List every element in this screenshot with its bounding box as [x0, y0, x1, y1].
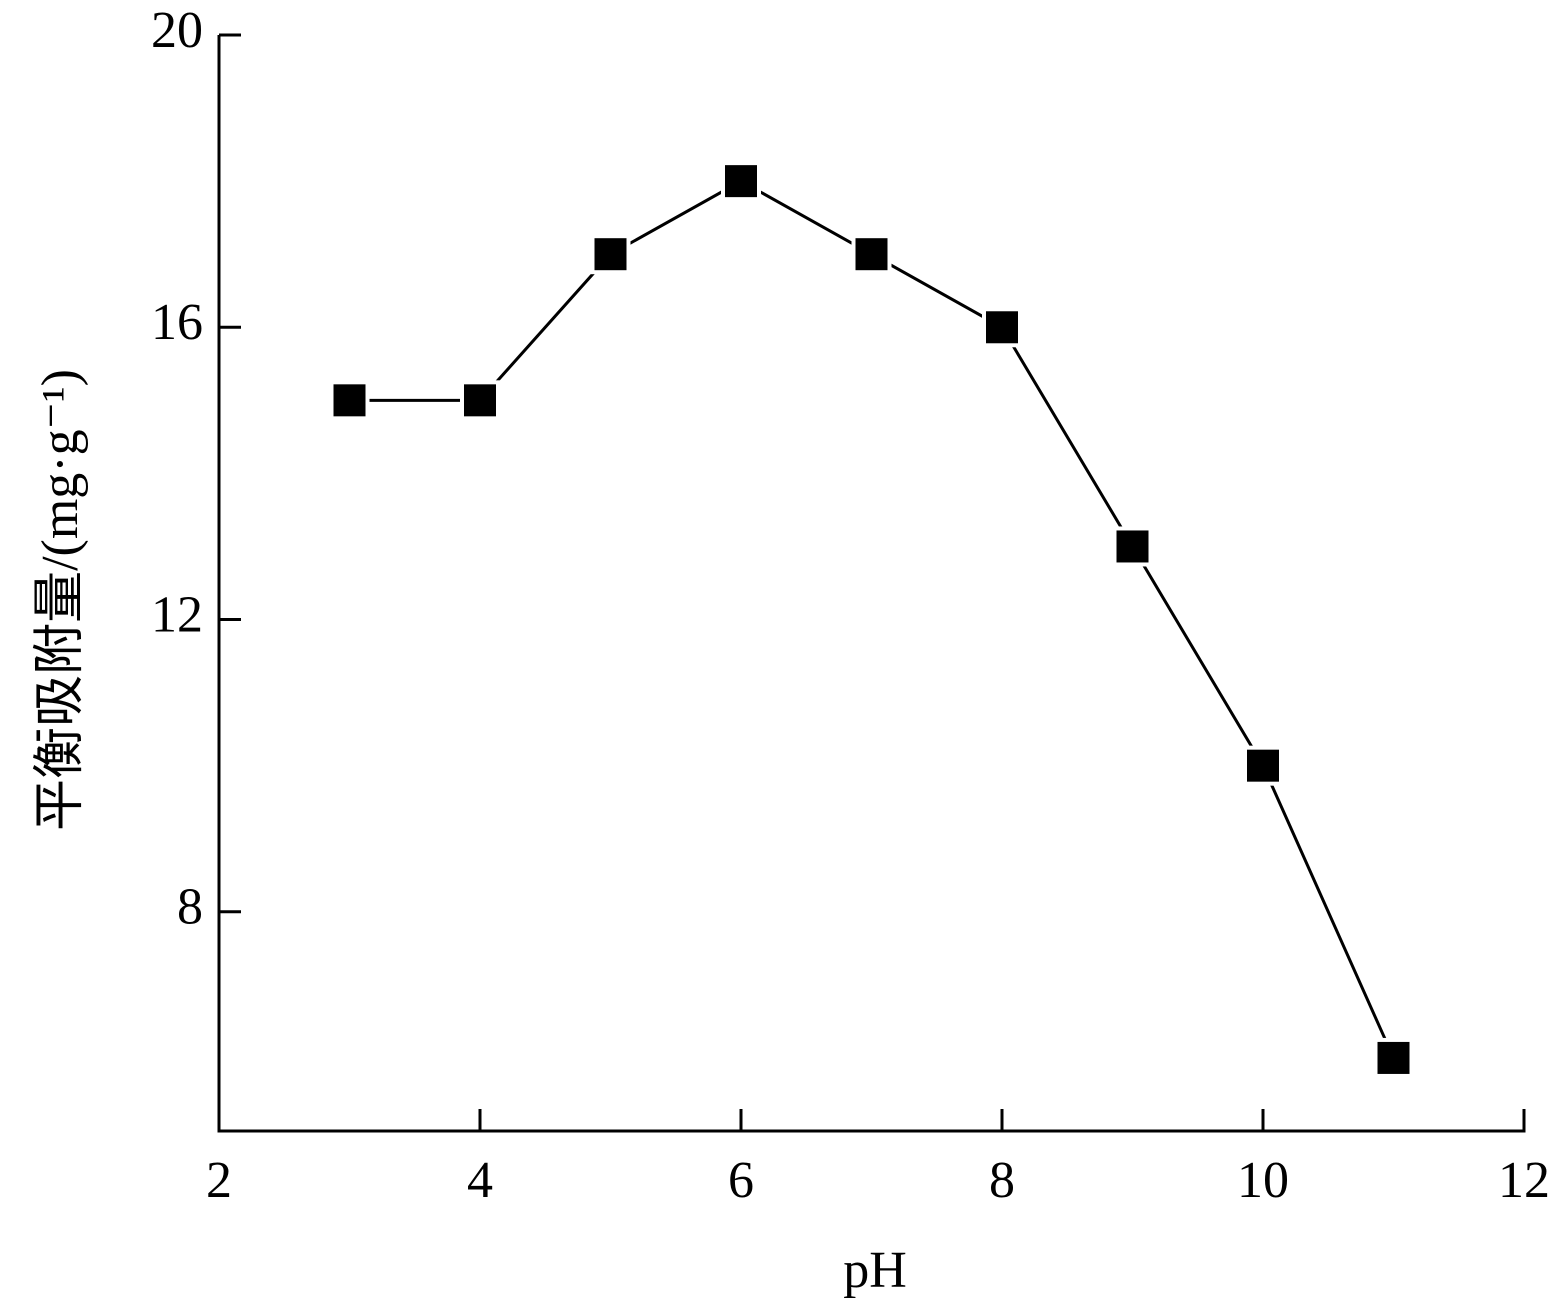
- data-point: [460, 380, 500, 421]
- x-tick-label: 8: [989, 1152, 1015, 1209]
- data-point: [982, 307, 1022, 348]
- data-point: [1373, 1037, 1414, 1078]
- x-axis-label: pH: [843, 1242, 907, 1299]
- y-tick-label: 8: [177, 879, 203, 936]
- data-point: [851, 234, 892, 275]
- x-tick-label: 2: [206, 1152, 232, 1209]
- data-line: [349, 179, 1395, 1059]
- y-tick-label: 12: [151, 586, 203, 643]
- y-tick-label: 16: [151, 294, 203, 351]
- data-point: [721, 161, 761, 202]
- y-tick-label: 20: [151, 2, 203, 59]
- x-tick-label: 4: [467, 1152, 493, 1209]
- data-point: [1243, 745, 1283, 786]
- x-tick-label: 12: [1498, 1152, 1550, 1209]
- x-tick-label: 6: [728, 1152, 754, 1209]
- data-point: [329, 380, 370, 421]
- data-point: [590, 234, 631, 275]
- y-axis-label: 平衡吸附量/(mg·g⁻¹): [32, 369, 89, 831]
- x-tick-label: 10: [1237, 1152, 1289, 1209]
- data-point: [1112, 526, 1153, 567]
